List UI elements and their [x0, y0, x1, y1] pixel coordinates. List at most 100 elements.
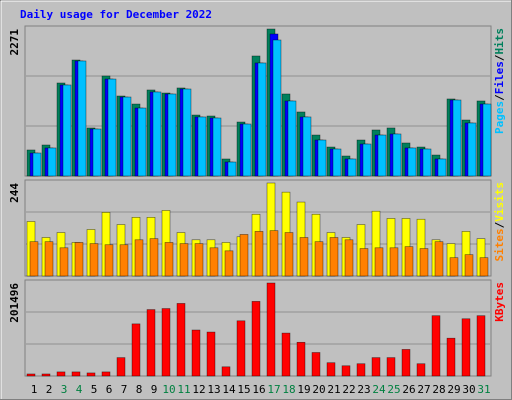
bar: [164, 242, 174, 277]
legend-separator: /: [493, 94, 506, 101]
bar: [362, 143, 372, 177]
bar: [212, 117, 222, 177]
bar: [56, 371, 66, 377]
bar: [134, 239, 144, 277]
bar: [407, 147, 417, 177]
x-tick-label: 26: [402, 383, 415, 396]
bar: [122, 96, 132, 177]
x-tick-label: 17: [267, 383, 280, 396]
legend: Sites/Visits: [493, 182, 506, 262]
bar: [329, 237, 339, 277]
bar: [299, 237, 309, 277]
bar: [74, 242, 84, 277]
bar: [482, 103, 492, 177]
bar: [89, 243, 99, 277]
x-tick-label: 23: [357, 383, 370, 396]
bar: [59, 247, 69, 277]
bar: [116, 357, 126, 377]
x-tick-label: 8: [136, 383, 143, 396]
bar: [386, 357, 396, 377]
y-tick-label: 244: [8, 183, 21, 203]
x-tick-label: 2: [46, 383, 53, 396]
bar: [92, 128, 102, 177]
x-tick-label: 5: [91, 383, 98, 396]
bar: [137, 107, 147, 177]
bar: [32, 152, 42, 177]
legend-entry: Hits: [493, 28, 506, 55]
bar: [242, 123, 252, 177]
bar: [251, 301, 261, 377]
bar: [167, 93, 177, 177]
x-tick-label: 14: [222, 383, 236, 396]
legend-separator: /: [493, 221, 506, 228]
bar: [152, 91, 162, 177]
x-tick-label: 15: [237, 383, 250, 396]
bar: [62, 84, 72, 177]
x-tick-label: 18: [282, 383, 295, 396]
bar: [209, 247, 219, 277]
bar: [131, 323, 141, 377]
chart-title: Daily usage for December 2022: [20, 8, 212, 21]
bar: [374, 247, 384, 277]
bar: [467, 122, 477, 177]
legend-separator: /: [493, 54, 506, 61]
legend-entry: Files: [493, 61, 506, 94]
bar: [119, 244, 129, 277]
bar: [182, 88, 192, 177]
bar: [326, 362, 336, 377]
x-tick-label: 16: [252, 383, 265, 396]
bar: [392, 133, 402, 177]
bar: [416, 363, 426, 377]
bar: [476, 315, 486, 377]
bar: [422, 148, 432, 177]
y-tick-label: 2271: [8, 29, 21, 56]
bar: [26, 373, 36, 377]
x-tick-label: 28: [432, 383, 445, 396]
x-tick-label: 12: [192, 383, 205, 396]
bar: [179, 243, 189, 277]
bar: [359, 248, 369, 277]
bar: [86, 372, 96, 377]
bar: [311, 352, 321, 377]
bar: [206, 331, 216, 377]
x-tick-label: 9: [151, 383, 158, 396]
x-tick-label: 24: [372, 383, 386, 396]
x-tick-label: 3: [61, 383, 68, 396]
bar: [317, 139, 327, 177]
bar: [371, 357, 381, 377]
bar: [281, 332, 291, 377]
bar: [47, 147, 57, 177]
bar: [332, 148, 342, 177]
x-tick-label: 11: [177, 383, 190, 396]
bar: [419, 248, 429, 277]
bar: [236, 320, 246, 377]
bar: [401, 349, 411, 377]
legend-entry: Pages: [493, 101, 506, 134]
bar: [284, 232, 294, 277]
bar: [197, 116, 207, 177]
bar: [257, 62, 267, 177]
bar: [269, 230, 279, 277]
bar: [314, 241, 324, 277]
bar: [272, 39, 282, 177]
x-tick-label: 6: [106, 383, 113, 396]
bar: [161, 308, 171, 377]
bar: [107, 78, 117, 177]
legend-entry: KBytes: [493, 282, 506, 322]
bar: [101, 371, 111, 377]
x-tick-label: 10: [162, 383, 175, 396]
bar: [104, 244, 114, 277]
bar: [194, 243, 204, 277]
bar: [266, 282, 276, 377]
bar: [356, 363, 366, 377]
bar: [464, 254, 474, 277]
bar: [344, 239, 354, 277]
bar: [377, 134, 387, 177]
bar: [446, 337, 456, 377]
bar: [239, 234, 249, 277]
x-tick-label: 22: [342, 383, 355, 396]
bar: [389, 247, 399, 277]
bar: [44, 241, 54, 277]
bar: [347, 158, 357, 177]
